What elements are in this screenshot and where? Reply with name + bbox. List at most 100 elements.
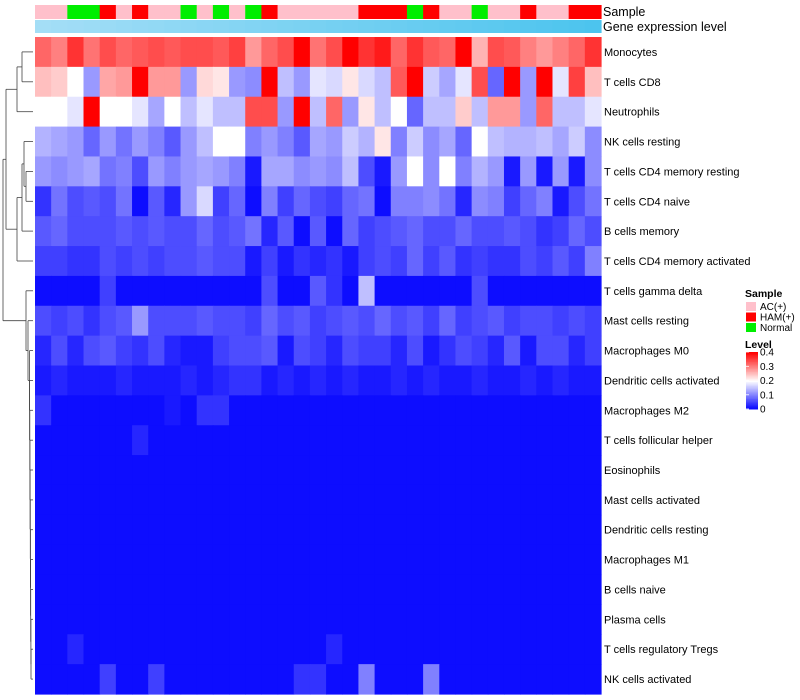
heatmap-cell <box>67 544 85 576</box>
heatmap-cell <box>487 425 505 456</box>
heatmap-cell <box>148 574 165 606</box>
heatmap-cell <box>261 126 279 158</box>
heatmap-cell <box>552 156 570 187</box>
heatmap-cell <box>293 37 311 68</box>
heatmap-cell <box>584 425 602 456</box>
sample-annotation-cell <box>51 5 68 19</box>
heatmap-cell <box>132 514 149 546</box>
heatmap-cell <box>99 305 117 337</box>
heatmap-cell <box>293 186 311 217</box>
heatmap-cell <box>471 246 489 277</box>
row-label: T cells follicular helper <box>604 435 713 447</box>
heatmap-cell <box>277 156 295 187</box>
gene-annotation-cell <box>196 20 214 33</box>
heatmap-cell <box>309 484 327 516</box>
heatmap-cell <box>374 126 392 158</box>
heatmap-cell <box>229 395 246 426</box>
heatmap-cell <box>439 634 457 665</box>
sample-legend-label: Normal <box>760 323 792 334</box>
sample-legend-swatch <box>746 302 756 311</box>
heatmap-cell <box>99 275 117 307</box>
heatmap-cell <box>552 275 570 307</box>
heatmap-cell <box>309 395 327 426</box>
heatmap-cell <box>439 365 457 396</box>
heatmap-cell <box>164 335 182 367</box>
sample-annotation-cell <box>536 5 554 19</box>
gene-annotation-cell <box>132 20 149 33</box>
heatmap-cell <box>423 455 440 486</box>
heatmap-cell <box>406 455 424 486</box>
heatmap-cell <box>293 514 311 546</box>
level-legend-bar-segment <box>746 366 758 369</box>
heatmap-cell <box>67 664 85 695</box>
heatmap-cell <box>245 126 262 158</box>
heatmap-cell <box>358 574 376 606</box>
heatmap-cell <box>51 514 68 546</box>
heatmap-cell <box>342 305 360 337</box>
heatmap-cell <box>245 664 262 695</box>
heatmap-cell <box>584 216 602 247</box>
heatmap-cell <box>148 514 165 546</box>
heatmap-cell <box>180 96 198 128</box>
heatmap-cell <box>245 96 262 128</box>
heatmap-cell <box>374 544 392 576</box>
heatmap-cell <box>536 484 554 516</box>
heatmap-cell <box>261 514 279 546</box>
gene-annotation-cell <box>423 20 440 33</box>
heatmap-cell <box>115 216 133 247</box>
heatmap-cell <box>309 425 327 456</box>
heatmap-cells <box>35 37 602 695</box>
heatmap-cell <box>390 305 408 337</box>
heatmap-cell <box>326 305 343 337</box>
heatmap-cell <box>390 604 408 635</box>
heatmap-cell <box>326 395 343 426</box>
heatmap-cell <box>455 186 473 217</box>
heatmap-cell <box>261 395 279 426</box>
row-label: Dendritic cells resting <box>604 525 709 537</box>
heatmap-cell <box>536 335 554 367</box>
heatmap-cell <box>455 634 473 665</box>
heatmap-cell <box>406 664 424 695</box>
heatmap-cell <box>358 96 376 128</box>
heatmap-cell <box>148 156 165 187</box>
heatmap-cell <box>35 514 52 546</box>
heatmap-cell <box>358 544 376 576</box>
row-labels: Monocytes T cells CD8 Neutrophils NK cells … <box>604 47 751 686</box>
heatmap-cell <box>245 186 262 217</box>
gene-annotation-cell <box>487 20 505 33</box>
heatmap-cell <box>293 246 311 277</box>
heatmap-cell <box>164 634 182 665</box>
heatmap-cell <box>164 96 182 128</box>
heatmap-cell <box>390 335 408 367</box>
heatmap-cell <box>342 216 360 247</box>
row-label: T cells CD4 memory resting <box>604 166 740 178</box>
heatmap-cell <box>423 544 440 576</box>
heatmap-cell <box>132 395 149 426</box>
heatmap-cell <box>115 634 133 665</box>
heatmap-cell <box>455 305 473 337</box>
gene-annotation-cell <box>552 20 570 33</box>
heatmap-cell <box>487 514 505 546</box>
heatmap-cell <box>164 365 182 396</box>
heatmap-cell <box>115 544 133 576</box>
heatmap-cell <box>132 305 149 337</box>
heatmap-cell <box>164 455 182 486</box>
heatmap-cell <box>293 216 311 247</box>
heatmap-cell <box>439 66 457 98</box>
level-legend-bar-segment <box>746 386 758 389</box>
heatmap-cell <box>568 37 586 68</box>
heatmap-cell <box>212 275 230 307</box>
heatmap-cell <box>67 574 85 606</box>
heatmap-cell <box>342 66 360 98</box>
heatmap-cell <box>390 544 408 576</box>
heatmap-cell <box>342 484 360 516</box>
heatmap-cell <box>67 126 85 158</box>
heatmap-cell <box>35 186 52 217</box>
sample-annotation-cell <box>342 5 360 19</box>
heatmap-cell <box>326 425 343 456</box>
heatmap-cell <box>277 634 295 665</box>
heatmap-cell <box>536 514 554 546</box>
heatmap-cell <box>358 425 376 456</box>
level-legend-bar-segment <box>746 401 758 404</box>
heatmap-cell <box>520 664 537 695</box>
